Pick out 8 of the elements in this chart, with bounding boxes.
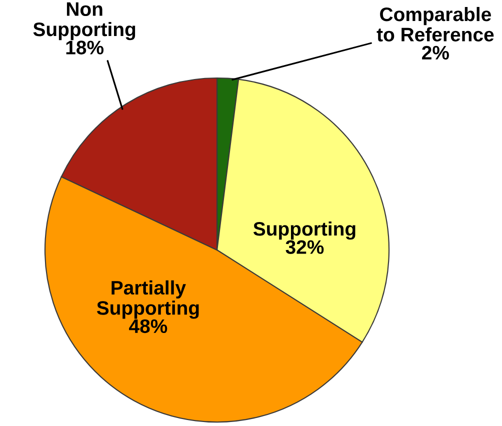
slice-label: Non Supporting bbox=[33, 2, 136, 40]
data-label: 48% bbox=[129, 319, 168, 334]
slice-label: Comparable to Reference bbox=[376, 6, 494, 42]
data-label: 2% bbox=[422, 46, 449, 60]
slice-label: Supporting bbox=[253, 221, 356, 240]
slice-label: Partially Supporting bbox=[96, 280, 199, 319]
data-label: 18% bbox=[66, 40, 104, 54]
data-label: 32% bbox=[286, 240, 324, 254]
